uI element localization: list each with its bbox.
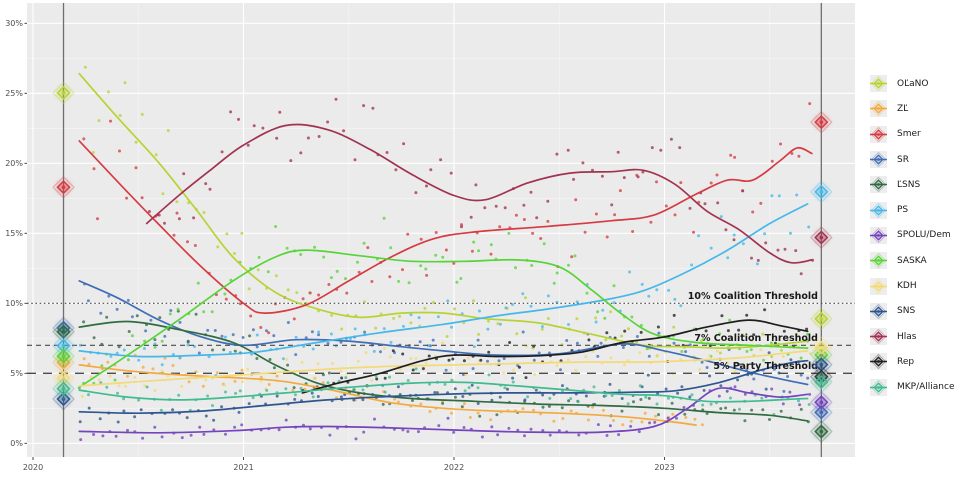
trend-MKP/Alliance: [78, 381, 809, 403]
legend-item-SNS: SNS: [870, 299, 955, 324]
legend-key-icon: [870, 176, 887, 194]
threshold-label-5: 5% Party Threshold: [713, 361, 818, 372]
legend-key-icon: [870, 100, 887, 118]
legend-label: SR: [897, 154, 909, 165]
threshold-label-10: 10% Coalition Threshold: [688, 291, 818, 302]
legend-item-KDH: KDH: [870, 273, 955, 298]
legend-item-SASKA: SASKA: [870, 248, 955, 273]
election-result-marker: [810, 307, 833, 331]
election-result-marker: [52, 344, 75, 368]
scatter-PS: [78, 193, 811, 378]
legend-key-icon: [870, 201, 887, 219]
legend-key-icon: [870, 75, 887, 93]
election-result-marker: [810, 391, 833, 414]
trend-SNS: [78, 359, 809, 415]
legend-key-icon: [870, 378, 887, 396]
y-tick-25: 25%: [5, 89, 23, 98]
legend-key-icon: [870, 353, 887, 371]
legend-item-SPOLU/Dem: SPOLU/Dem: [870, 223, 955, 248]
election-result-marker: [52, 175, 75, 199]
legend-item-OĽaNO: OĽaNO: [870, 71, 955, 96]
election-result-marker: [810, 401, 833, 424]
trend-SPOLU/Dem: [78, 387, 809, 434]
y-tick-5: 5%: [10, 369, 23, 378]
legend-label: ĽSNS: [897, 179, 921, 190]
legend-item-Smer: Smer: [870, 122, 955, 147]
legend-key-icon: [870, 328, 887, 346]
trend-SR: [78, 280, 809, 386]
y-tick-30: 30%: [5, 19, 23, 28]
scatter-SASKA: [82, 216, 809, 385]
legend-label: PS: [897, 205, 909, 216]
trend-ĽSNS: [78, 320, 809, 422]
election-result-marker: [810, 420, 833, 443]
legend-item-ZĽ: ZĽ: [870, 96, 955, 121]
legend-label: Hlas: [897, 331, 917, 342]
legend-label: OĽaNO: [897, 78, 929, 89]
trend-PS: [78, 203, 809, 358]
threshold-label-7: 7% Coalition Threshold: [694, 333, 818, 344]
legend-label: SNS: [897, 306, 916, 317]
trend-Smer: [78, 140, 813, 314]
legend-key-icon: [870, 302, 887, 320]
scatter-KDH: [80, 339, 812, 398]
legend-label: Rep: [897, 356, 915, 367]
chart-legend: OĽaNO ZĽ Smer SR ĽSNS PS SPOLU/Dem SASKA KDH SNS H…: [870, 71, 955, 400]
scatter-Smer: [82, 102, 812, 335]
legend-item-ĽSNS: ĽSNS: [870, 172, 955, 197]
legend-label: SASKA: [897, 255, 927, 266]
legend-item-SR: SR: [870, 147, 955, 172]
legend-item-PS: PS: [870, 197, 955, 222]
scatter-Hlas: [147, 97, 815, 276]
election-result-marker: [810, 226, 833, 249]
x-tick-2022: 2022: [444, 463, 464, 472]
election-result-marker: [810, 110, 833, 134]
trend-KDH: [78, 350, 809, 387]
election-result-marker: [52, 387, 75, 411]
election-result-marker: [52, 366, 75, 390]
trend-ZĽ: [78, 364, 697, 426]
legend-label: SPOLU/Dem: [897, 230, 951, 241]
trend-OĽaNO: [78, 72, 809, 349]
legend-key-icon: [870, 151, 887, 169]
legend-label: MKP/Alliance: [897, 382, 955, 393]
legend-label: Smer: [897, 129, 921, 140]
legend-key-icon: [870, 277, 887, 295]
y-tick-0: 0%: [10, 439, 23, 448]
legend-label: KDH: [897, 281, 917, 292]
legend-item-Rep: Rep: [870, 349, 955, 374]
legend-key-icon: [870, 226, 887, 244]
legend-label: ZĽ: [897, 103, 909, 114]
trend-Rep: [301, 319, 809, 394]
election-result-marker: [810, 180, 833, 204]
y-tick-10: 10%: [5, 299, 23, 308]
x-tick-2021: 2021: [233, 463, 253, 472]
election-result-marker: [52, 377, 75, 400]
election-result-marker: [52, 334, 75, 357]
election-result-marker: [52, 81, 75, 105]
x-tick-2023: 2023: [654, 463, 674, 472]
election-result-marker: [810, 336, 833, 360]
election-result-marker: [52, 320, 75, 343]
legend-item-Hlas: Hlas: [870, 324, 955, 349]
y-tick-20: 20%: [5, 159, 23, 168]
y-tick-15: 15%: [5, 229, 23, 238]
election-result-marker: [810, 370, 833, 394]
x-tick-2020: 2020: [23, 463, 43, 472]
legend-key-icon: [870, 252, 887, 270]
legend-key-icon: [870, 125, 887, 143]
legend-item-MKP/Alliance: MKP/Alliance: [870, 375, 955, 400]
trend-Hlas: [145, 123, 813, 264]
